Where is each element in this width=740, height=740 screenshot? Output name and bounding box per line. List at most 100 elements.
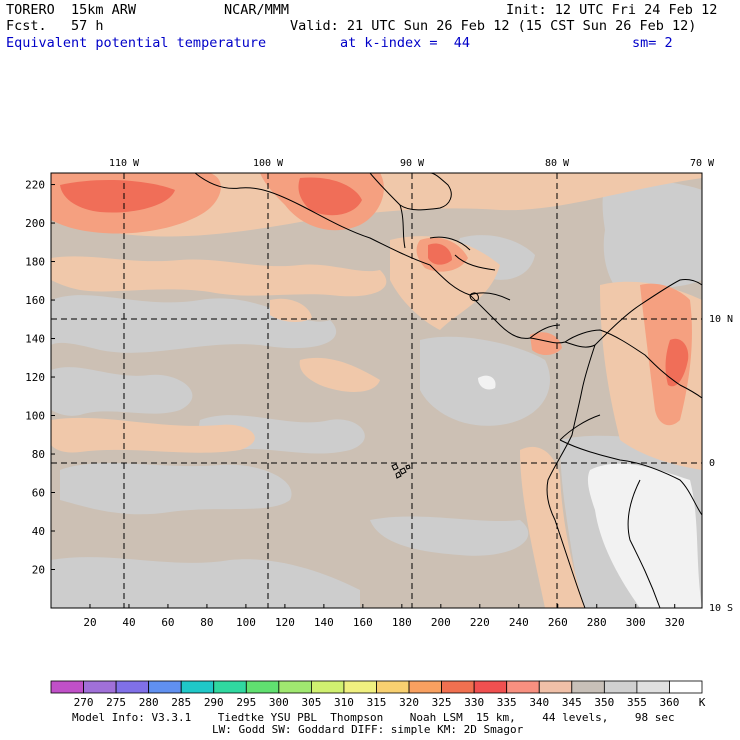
theta-e-field (51, 173, 702, 608)
y-tick-label: 120 (25, 371, 45, 384)
init-time: Init: 12 UTC Fri 24 Feb 12 (506, 2, 718, 18)
colorbar-swatch (376, 680, 410, 694)
y-tick-label: 160 (25, 294, 45, 307)
colorbar-label: 325 (432, 696, 452, 709)
border-ecuador (559, 414, 601, 441)
x-tick-label: 100 (236, 616, 256, 629)
x-tick-label: 240 (509, 616, 529, 629)
colorbar-swatch (278, 680, 312, 694)
border-guatemala (399, 204, 406, 249)
colorbar-label: 345 (562, 696, 582, 709)
colorbar-swatch (669, 680, 703, 694)
colorbar-swatch (441, 680, 475, 694)
x-tick-label: 60 (161, 616, 174, 629)
lon-label-90w: 90 W (400, 158, 425, 169)
colorbar-swatch (636, 680, 670, 694)
grey-patch (51, 295, 337, 353)
central-america-coast (194, 173, 702, 348)
x-tick-labels: 20 40 60 80 100 120 140 160 180 200 220 240 260 280 30… (83, 616, 684, 629)
colorbar-swatch (310, 680, 345, 694)
x-tick-label: 180 (392, 616, 412, 629)
light-orange-patch (51, 417, 255, 453)
x-tick-label: 40 (122, 616, 135, 629)
red-orange-patch (298, 177, 362, 216)
red-orange-patch (60, 179, 175, 213)
white-patch (478, 375, 496, 390)
model-title: TORERO 15km ARW (6, 2, 137, 18)
light-orange-patch (51, 256, 387, 297)
y-tick-label: 140 (25, 333, 45, 346)
y-tick-label: 80 (32, 448, 45, 461)
model-info-line: Model Info: V3.3.1 Tiedtke YSU PBL Thomp… (72, 711, 675, 724)
colorbar-swatch (603, 680, 638, 694)
border-colombia (564, 329, 702, 399)
colorbar-swatch (538, 680, 573, 694)
colorbar-swatch (473, 680, 508, 694)
smoothing-label: sm= 2 (632, 35, 673, 51)
lat-label-10s: 10 S (709, 603, 733, 614)
colorbar-label: 310 (334, 696, 354, 709)
axis-ticks (51, 184, 676, 608)
island (469, 292, 479, 302)
colorbar-label: 330 (464, 696, 484, 709)
colorbar-label: 350 (594, 696, 614, 709)
lon-label-110w: 110 W (109, 158, 140, 169)
colorbar-swatch (115, 680, 150, 694)
light-orange-patch (299, 357, 380, 392)
colorbar-label: 300 (269, 696, 289, 709)
physics-info-line: LW: Godd SW: Goddard DIFF: simple KM: 2D… (212, 723, 524, 736)
colorbar-label: 285 (171, 696, 191, 709)
colorbar-swatch (180, 680, 215, 694)
colorbar-label: 275 (106, 696, 126, 709)
grey-patch (60, 463, 292, 515)
border-nicaragua (469, 292, 511, 301)
x-tick-label: 160 (353, 616, 373, 629)
forecast-hour: Fcst. 57 h (6, 18, 104, 34)
plot-frame (50, 172, 703, 609)
y-tick-labels: 20 40 60 80 100 120 140 160 180 200 220 (25, 179, 45, 577)
orange-patch (530, 332, 562, 356)
white-patch (587, 463, 702, 608)
colorbar-unit: K (699, 696, 706, 709)
x-tick-label: 20 (83, 616, 96, 629)
y-tick-label: 100 (25, 410, 45, 423)
colorbar-swatch (213, 680, 247, 694)
y-tick-label: 40 (32, 525, 45, 538)
colorbar-swatch (506, 680, 540, 694)
x-tick-label: 80 (200, 616, 213, 629)
colorbar-label: 290 (204, 696, 224, 709)
grey-patch (602, 175, 702, 300)
colorbar-label: 315 (367, 696, 387, 709)
colorbar-swatch (245, 680, 280, 694)
light-orange-patch (390, 236, 500, 330)
x-tick-label: 280 (587, 616, 607, 629)
x-tick-label: 200 (431, 616, 451, 629)
valid-time: Valid: 21 UTC Sun 26 Feb 12 (15 CST Sun … (290, 18, 697, 34)
colorbar-swatch (148, 680, 182, 694)
south-america-coast (546, 344, 596, 608)
colorbar-label: 360 (660, 696, 680, 709)
colorbar: 270 275 280 285 290 295 300 305 310 315 320 325 330 3… (50, 680, 706, 709)
colorbar-label: 340 (529, 696, 549, 709)
level-index: at k-index = 44 (340, 35, 471, 51)
red-orange-patch (428, 243, 452, 265)
colorbar-swatch (83, 680, 117, 694)
x-tick-label: 320 (665, 616, 685, 629)
x-tick-label: 300 (626, 616, 646, 629)
y-tick-label: 200 (25, 217, 45, 230)
colorbar-label: 270 (74, 696, 94, 709)
y-tick-label: 60 (32, 487, 45, 500)
colorbar-swatch (571, 680, 605, 694)
border-ecuador-peru (559, 439, 702, 516)
yucatan-coast (369, 173, 452, 211)
organization-label: NCAR/MMM (224, 2, 290, 18)
colorbar-swatch (343, 680, 377, 694)
field-name: Equivalent potential temperature (6, 35, 267, 51)
latitude-labels: 10 N 0 10 S (709, 314, 733, 614)
lat-label-0: 0 (709, 458, 715, 469)
colorbar-label: 320 (399, 696, 419, 709)
colorbar-label: 280 (139, 696, 159, 709)
x-tick-label: 140 (314, 616, 334, 629)
light-orange-patch (520, 446, 585, 608)
